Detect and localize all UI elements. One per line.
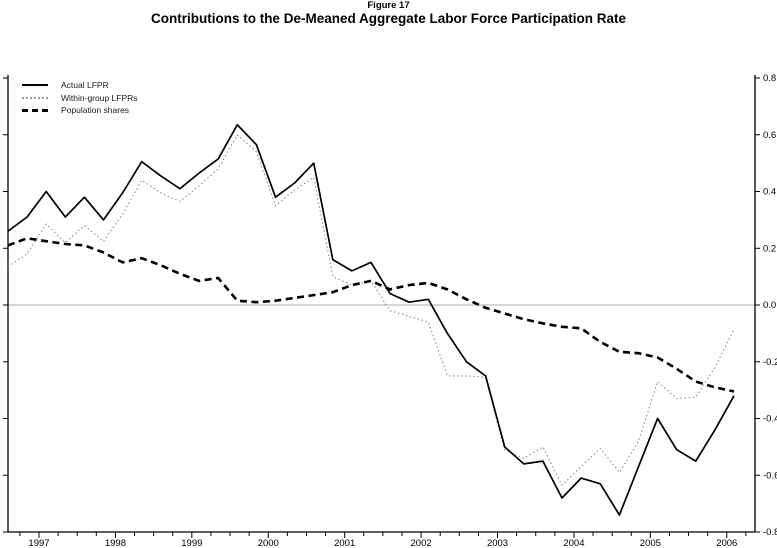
y-tick-label: 0.0 [763, 300, 776, 311]
title-block: Figure 17 Contributions to the De-Meaned… [0, 0, 777, 27]
y-tick-label: -0.2 [763, 357, 777, 368]
legend-item-within-group-lfprs: Within-group LFPRs [22, 92, 138, 105]
series-solid-line [7, 123, 735, 516]
figure-label: Figure 17 [367, 0, 410, 11]
series-dashed-line [7, 237, 735, 393]
chart-legend: Actual LFPR Within-group LFPRs Populatio… [22, 79, 138, 117]
x-tick-label: 2001 [334, 538, 355, 548]
y-tick-label: 0.2 [763, 243, 776, 254]
x-tick-label: 1999 [181, 538, 202, 548]
y-tick-label: 0.8 [763, 73, 776, 84]
y-tick-label: -0.4 [763, 414, 777, 425]
x-tick-label: 2005 [640, 538, 661, 548]
series-dotted-line [7, 134, 735, 486]
y-tick-label: 0.6 [763, 130, 776, 141]
x-tick-label: 2002 [411, 538, 432, 548]
x-tick-label: 2000 [258, 538, 279, 548]
page-title: Contributions to the De-Meaned Aggregate… [150, 11, 627, 26]
dotted-line-icon [22, 96, 48, 99]
x-tick-label: 1998 [105, 538, 126, 548]
dashed-line-icon [22, 108, 48, 112]
x-tick-label: 2003 [487, 538, 508, 548]
legend-label: Actual LFPR [61, 80, 109, 91]
solid-line-icon [22, 84, 48, 87]
y-tick-label: -0.6 [763, 470, 777, 481]
y-tick-label: -0.8 [763, 527, 777, 538]
y-tick-label: 0.4 [763, 187, 776, 198]
x-tick-label: 1997 [28, 538, 49, 548]
legend-label: Population shares [61, 105, 130, 116]
legend-item-actual-lfpr: Actual LFPR [22, 79, 138, 92]
x-tick-label: 2006 [716, 538, 737, 548]
legend-label: Within-group LFPRs [61, 92, 138, 103]
x-tick-label: 2004 [563, 538, 584, 548]
legend-item-population-shares: Population shares [22, 104, 138, 117]
